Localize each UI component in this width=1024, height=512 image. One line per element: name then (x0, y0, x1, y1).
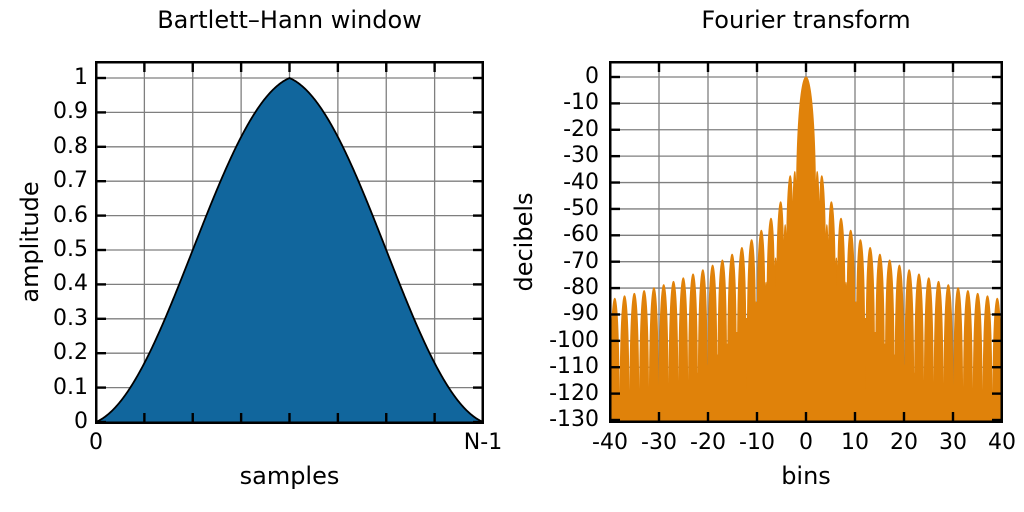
right-y-tick-label: -40 (563, 169, 599, 195)
left-y-tick-label: 0.4 (53, 271, 88, 297)
right-x-tick-label: -40 (592, 430, 628, 455)
fourier-plot-area (609, 61, 1003, 423)
right-y-tick-label: -130 (549, 407, 599, 432)
left-x-axis-label: samples (239, 462, 340, 490)
window-plot-area (95, 61, 484, 424)
right-x-tick-label: 0 (799, 430, 813, 455)
left-y-tick-label: 0.1 (53, 374, 88, 400)
right-y-tick-label: -110 (549, 354, 599, 380)
right-y-tick-label: -30 (563, 143, 599, 169)
right-y-tick-label: -10 (563, 90, 599, 116)
left-y-tick-label: 0.8 (53, 133, 88, 159)
right-x-tick-label: 30 (939, 430, 967, 455)
right-y-tick-label: 0 (585, 64, 599, 89)
right-x-tick-label: 40 (988, 430, 1016, 455)
right-y-tick-label: -80 (563, 275, 599, 301)
left-y-tick-label: 1 (74, 65, 88, 90)
right-y-tick-label: -50 (563, 195, 599, 221)
left-y-tick-label: 0.9 (53, 99, 88, 125)
right-y-tick-label: -90 (563, 301, 599, 327)
left-chart-title: Bartlett–Hann window (157, 6, 422, 34)
right-y-tick-label: -20 (563, 116, 599, 142)
left-y-tick-label: 0.7 (53, 168, 88, 194)
left-y-tick-label: 0.2 (53, 340, 88, 366)
right-x-axis-label: bins (781, 462, 831, 490)
right-y-tick-label: -120 (549, 380, 599, 406)
right-x-tick-label: 10 (841, 430, 869, 455)
left-y-tick-label: 0.3 (53, 305, 88, 331)
left-x-tick-label: 0 (89, 430, 103, 455)
right-x-tick-label: -30 (641, 430, 677, 455)
right-x-tick-label: 20 (890, 430, 918, 455)
right-y-tick-label: -60 (563, 222, 599, 248)
right-y-tick-label: -70 (563, 248, 599, 274)
left-y-tick-label: 0.6 (53, 202, 88, 228)
left-y-tick-label: 0 (74, 409, 88, 434)
right-x-tick-label: -10 (739, 430, 775, 455)
left-x-tick-label: N-1 (463, 430, 503, 455)
right-x-tick-label: -20 (690, 430, 726, 455)
right-y-tick-label: -100 (549, 327, 599, 353)
left-y-tick-label: 0.5 (53, 237, 88, 262)
right-chart-title: Fourier transform (701, 6, 911, 34)
